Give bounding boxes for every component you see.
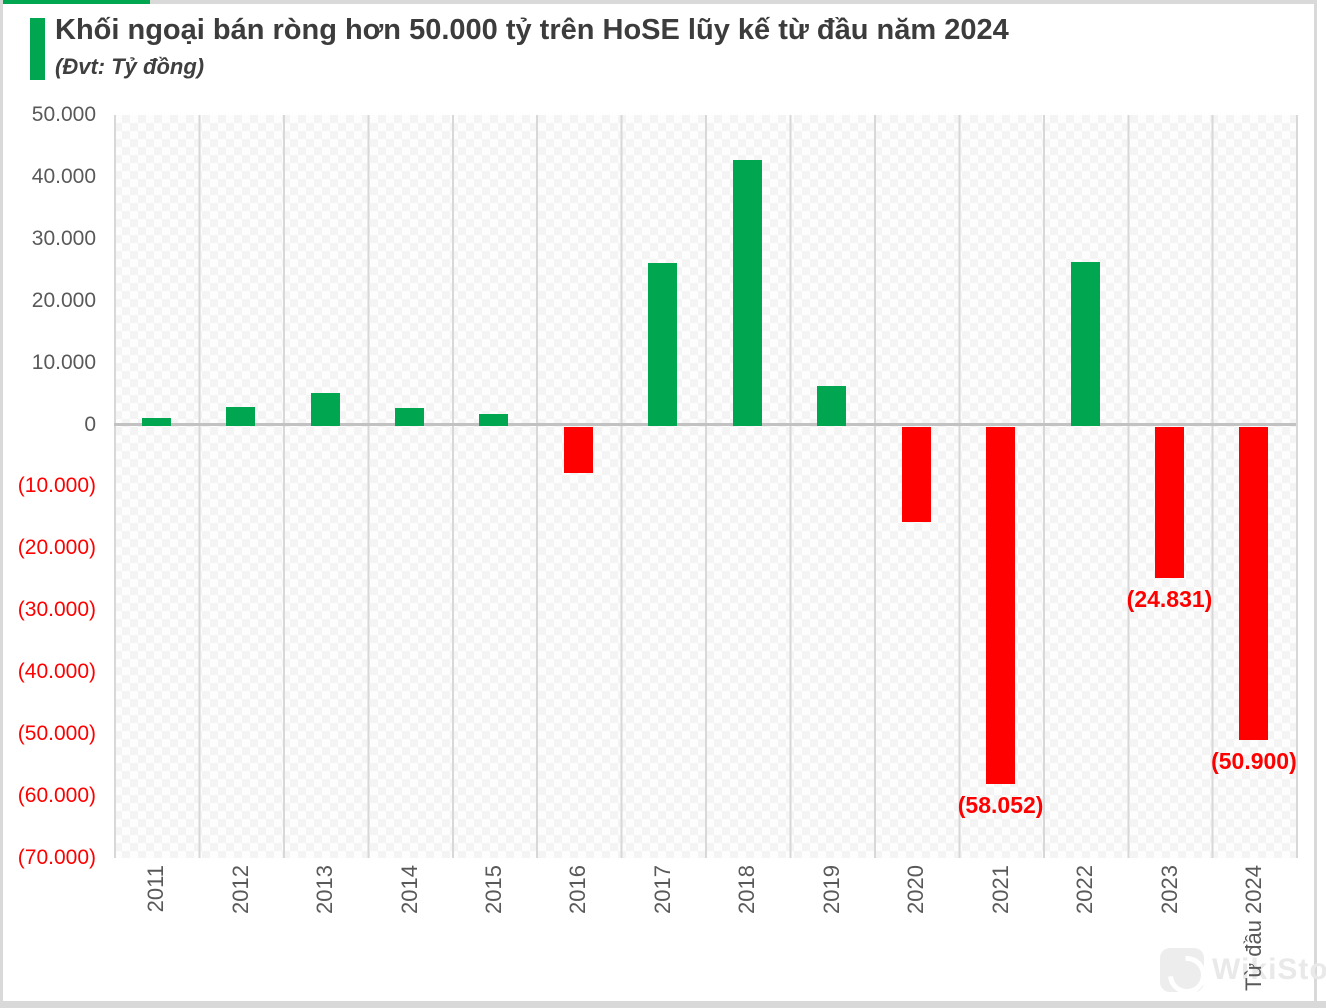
y-tick-label: 20.000 — [31, 288, 96, 312]
bar-2013 — [310, 393, 340, 426]
bottom-border — [0, 1001, 1326, 1008]
x-tick-label-2016: 2016 — [565, 865, 591, 914]
x-tick-label-Từ đầu 2024: Từ đầu 2024 — [1240, 865, 1266, 992]
chart-unit-subtitle: (Đvt: Tỷ đồng) — [55, 54, 205, 79]
x-tick-label-2023: 2023 — [1156, 865, 1182, 914]
y-tick-label: (40.000) — [17, 660, 96, 684]
left-border — [0, 0, 3, 1008]
bar-2011 — [141, 417, 171, 426]
top-border — [150, 0, 1314, 4]
top-border-accent — [0, 0, 150, 4]
bar-2012 — [226, 407, 256, 426]
bar-2016 — [563, 426, 593, 474]
zero-axis-line — [114, 423, 1296, 426]
wikistock-logo-icon — [1160, 948, 1204, 992]
y-tick-label: 10.000 — [31, 350, 96, 374]
bar-2015 — [479, 414, 509, 426]
x-tick-label-2022: 2022 — [1072, 865, 1098, 914]
plot-area: (58.052) (24.831) (50.900) — [114, 115, 1298, 858]
x-tick-label-2012: 2012 — [227, 865, 253, 914]
x-tick-label-2015: 2015 — [480, 865, 506, 914]
x-tick-label-2021: 2021 — [987, 865, 1013, 914]
data-label-Từ đầu 2024: (50.900) — [1211, 747, 1297, 774]
x-tick-label-2018: 2018 — [734, 865, 760, 914]
y-tick-label: (20.000) — [17, 536, 96, 560]
bar-2023 — [1155, 426, 1184, 579]
y-tick-label: (70.000) — [17, 845, 96, 869]
bar-2014 — [395, 408, 425, 426]
x-tick-label-2011: 2011 — [143, 865, 169, 913]
bar-2017 — [648, 263, 678, 426]
title-accent-bar — [30, 18, 45, 80]
x-tick-label-2013: 2013 — [312, 865, 338, 914]
x-tick-label-2014: 2014 — [396, 865, 422, 914]
watermark-text: WikiStock — [1212, 953, 1326, 986]
data-label-2023: (24.831) — [1126, 586, 1213, 613]
y-tick-label: (10.000) — [17, 474, 96, 498]
bar-2021 — [986, 426, 1016, 784]
chart-title: Khối ngoại bán ròng hơn 50.000 tỷ trên H… — [55, 14, 1009, 46]
bar-2022 — [1070, 261, 1100, 426]
bar-2020 — [901, 426, 931, 522]
y-tick-label: 40.000 — [31, 164, 96, 188]
bar-2018 — [732, 159, 762, 426]
bar-2019 — [817, 386, 847, 426]
bar-Từ đầu 2024 — [1239, 426, 1269, 740]
y-tick-label: (50.000) — [17, 722, 96, 745]
y-tick-label: 0 — [84, 412, 96, 436]
data-label-2021: (58.052) — [957, 791, 1044, 818]
x-tick-label-2017: 2017 — [649, 865, 675, 914]
y-tick-label: (60.000) — [17, 783, 96, 807]
y-tick-label: 50.000 — [31, 103, 96, 126]
watermark: WikiStock — [1160, 948, 1326, 992]
y-tick-label: (30.000) — [17, 598, 96, 622]
x-tick-label-2020: 2020 — [903, 865, 929, 914]
y-tick-label: 30.000 — [31, 226, 96, 250]
x-tick-label-2019: 2019 — [818, 865, 844, 914]
right-border — [1314, 0, 1317, 1008]
